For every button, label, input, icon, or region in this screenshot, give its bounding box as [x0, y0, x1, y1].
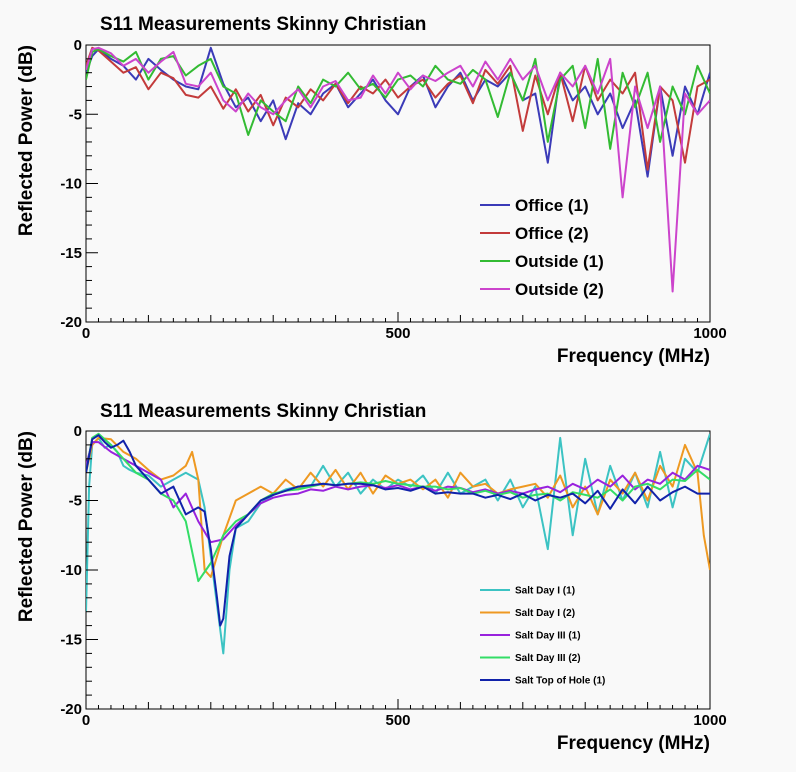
x-tick-label: 500 — [385, 712, 410, 729]
x-tick-label: 0 — [82, 712, 90, 729]
chart-title: S11 Measurements Skinny Christian — [100, 401, 426, 422]
series-layer — [86, 46, 710, 293]
y-axis-label: Reflected Power (dB) — [16, 431, 37, 622]
series-line-3 — [86, 432, 710, 583]
legend-label: Outside (2) — [515, 280, 604, 299]
y-tick-label: 0 — [74, 37, 82, 54]
legend-label: Outside (1) — [515, 252, 604, 271]
legend-label: Salt Top of Hole (1) — [515, 676, 605, 687]
series-layer — [86, 432, 710, 655]
y-tick-label: 0 — [74, 423, 82, 440]
legend-label: Salt Day III (2) — [515, 653, 581, 664]
y-tick-label: -5 — [69, 493, 82, 510]
series-line-4 — [86, 434, 710, 627]
axes: 0 500 1000 0 -5 -10 -15 -20 — [60, 37, 726, 342]
legend-label: Salt Day III (1) — [515, 631, 581, 642]
series-line-1 — [86, 436, 710, 578]
chart-top: 0 500 1000 0 -5 -10 -15 -20 S11 Measurements Sk… — [16, 14, 727, 367]
legend: Salt Day I (1) Salt Day I (2) Salt Day III… — [480, 586, 605, 687]
legend-label: Salt Day I (1) — [515, 586, 575, 597]
x-tick-label: 1000 — [693, 712, 726, 729]
y-tick-label: -20 — [60, 314, 82, 331]
x-tick-label: 500 — [385, 325, 410, 342]
y-tick-label: -10 — [60, 176, 82, 193]
y-tick-label: -10 — [60, 562, 82, 579]
series-line-3 — [86, 46, 710, 293]
y-axis-label: Reflected Power (dB) — [16, 45, 37, 236]
legend-label: Office (1) — [515, 196, 589, 215]
plot-frame — [85, 44, 711, 323]
x-axis-label: Frequency (MHz) — [557, 346, 710, 367]
legend-label: Salt Day I (2) — [515, 608, 575, 619]
legend: Office (1) Office (2) Outside (1) Outside (… — [480, 196, 604, 299]
x-tick-label: 1000 — [693, 325, 726, 342]
plot-frame — [85, 430, 711, 710]
x-axis-label: Frequency (MHz) — [557, 733, 710, 754]
legend-label: Office (2) — [515, 224, 589, 243]
y-tick-label: -15 — [60, 245, 82, 262]
y-tick-label: -15 — [60, 632, 82, 649]
y-tick-label: -20 — [60, 701, 82, 718]
chart-title: S11 Measurements Skinny Christian — [100, 14, 426, 35]
y-tick-label: -5 — [69, 106, 82, 123]
x-tick-label: 0 — [82, 325, 90, 342]
axes: 0 500 1000 0 -5 -10 -15 -20 — [60, 423, 726, 729]
chart-bottom: 0 500 1000 0 -5 -10 -15 -20 S11 Measurements Sk… — [16, 401, 727, 754]
